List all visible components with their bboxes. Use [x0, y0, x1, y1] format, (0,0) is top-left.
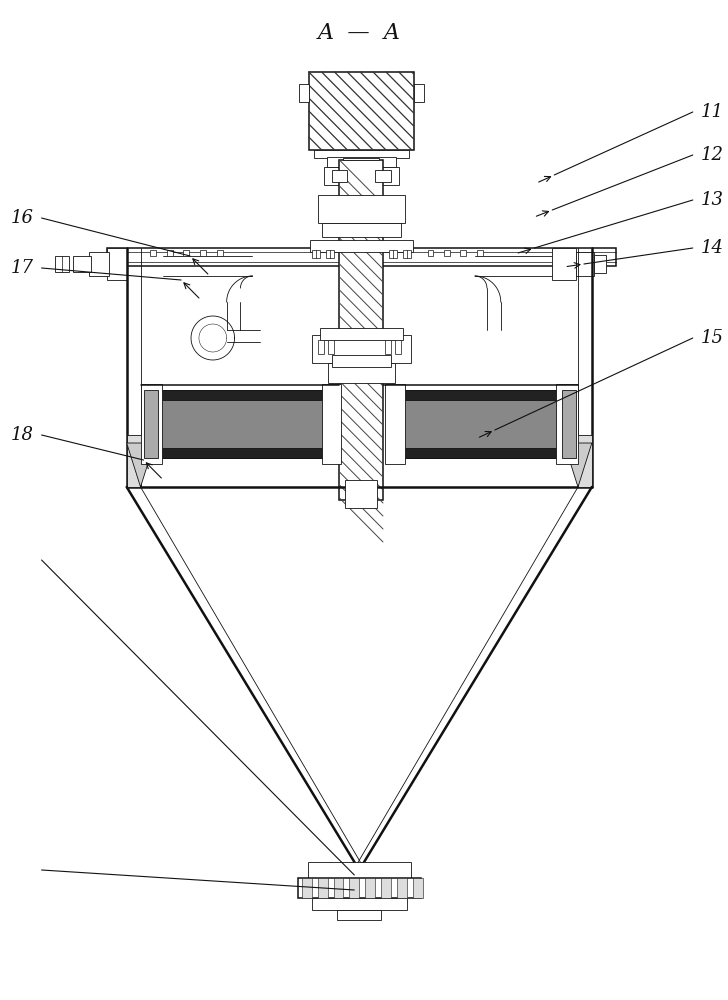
Bar: [389, 400, 574, 448]
Bar: [107, 248, 127, 280]
Bar: [339, 160, 383, 500]
Bar: [427, 250, 433, 256]
Text: 13: 13: [701, 191, 724, 209]
Polygon shape: [564, 443, 592, 487]
Text: 15: 15: [701, 329, 724, 347]
Bar: [310, 240, 413, 252]
Bar: [328, 363, 395, 383]
Text: 14: 14: [701, 239, 724, 257]
Bar: [167, 250, 173, 256]
Bar: [389, 250, 397, 258]
Bar: [144, 390, 333, 458]
Bar: [298, 878, 421, 898]
Bar: [200, 250, 206, 256]
Bar: [317, 878, 328, 898]
Bar: [385, 340, 391, 354]
Bar: [312, 335, 411, 363]
Text: 16: 16: [11, 209, 33, 227]
Bar: [127, 435, 168, 443]
Bar: [322, 384, 341, 464]
Bar: [308, 862, 411, 878]
Bar: [144, 390, 159, 458]
Bar: [151, 250, 157, 256]
Bar: [217, 250, 223, 256]
Bar: [349, 878, 359, 898]
Bar: [347, 185, 375, 240]
Text: 12: 12: [701, 146, 724, 164]
Bar: [385, 384, 405, 464]
Bar: [331, 170, 347, 182]
Bar: [375, 170, 391, 182]
Bar: [389, 448, 574, 458]
Bar: [327, 157, 396, 167]
Text: 11: 11: [701, 103, 724, 121]
Bar: [413, 878, 422, 898]
Bar: [141, 384, 162, 464]
Bar: [107, 248, 616, 266]
Bar: [144, 400, 333, 448]
Bar: [397, 878, 407, 898]
Bar: [562, 390, 576, 458]
Bar: [144, 448, 333, 458]
Text: 17: 17: [11, 259, 33, 277]
Bar: [144, 390, 333, 400]
Bar: [550, 435, 592, 443]
Bar: [553, 248, 576, 280]
Bar: [338, 910, 381, 920]
Bar: [317, 340, 324, 354]
Bar: [55, 256, 69, 272]
Bar: [444, 250, 451, 256]
Bar: [477, 250, 483, 256]
Bar: [403, 250, 411, 258]
Bar: [309, 72, 414, 150]
Text: A  —  A: A — A: [317, 22, 400, 44]
Bar: [74, 256, 91, 272]
Bar: [317, 195, 405, 223]
Bar: [381, 878, 391, 898]
Bar: [299, 84, 309, 102]
Bar: [324, 167, 399, 185]
Bar: [312, 250, 320, 258]
Text: 18: 18: [11, 426, 33, 444]
Bar: [333, 878, 344, 898]
Bar: [389, 390, 574, 400]
Bar: [365, 878, 375, 898]
Bar: [312, 898, 407, 910]
Bar: [389, 390, 574, 458]
Bar: [89, 252, 109, 276]
Polygon shape: [127, 443, 154, 487]
Bar: [183, 250, 189, 256]
Bar: [576, 252, 594, 276]
Bar: [320, 328, 403, 340]
Bar: [594, 255, 606, 273]
Bar: [322, 223, 401, 237]
Bar: [578, 443, 592, 487]
Bar: [395, 340, 401, 354]
Bar: [331, 355, 391, 367]
Bar: [314, 150, 408, 158]
Bar: [127, 443, 141, 487]
Bar: [302, 878, 312, 898]
Bar: [325, 250, 333, 258]
Bar: [345, 480, 377, 508]
Bar: [414, 84, 424, 102]
Bar: [328, 340, 333, 354]
Bar: [460, 250, 466, 256]
Bar: [556, 384, 578, 464]
Bar: [344, 158, 379, 160]
